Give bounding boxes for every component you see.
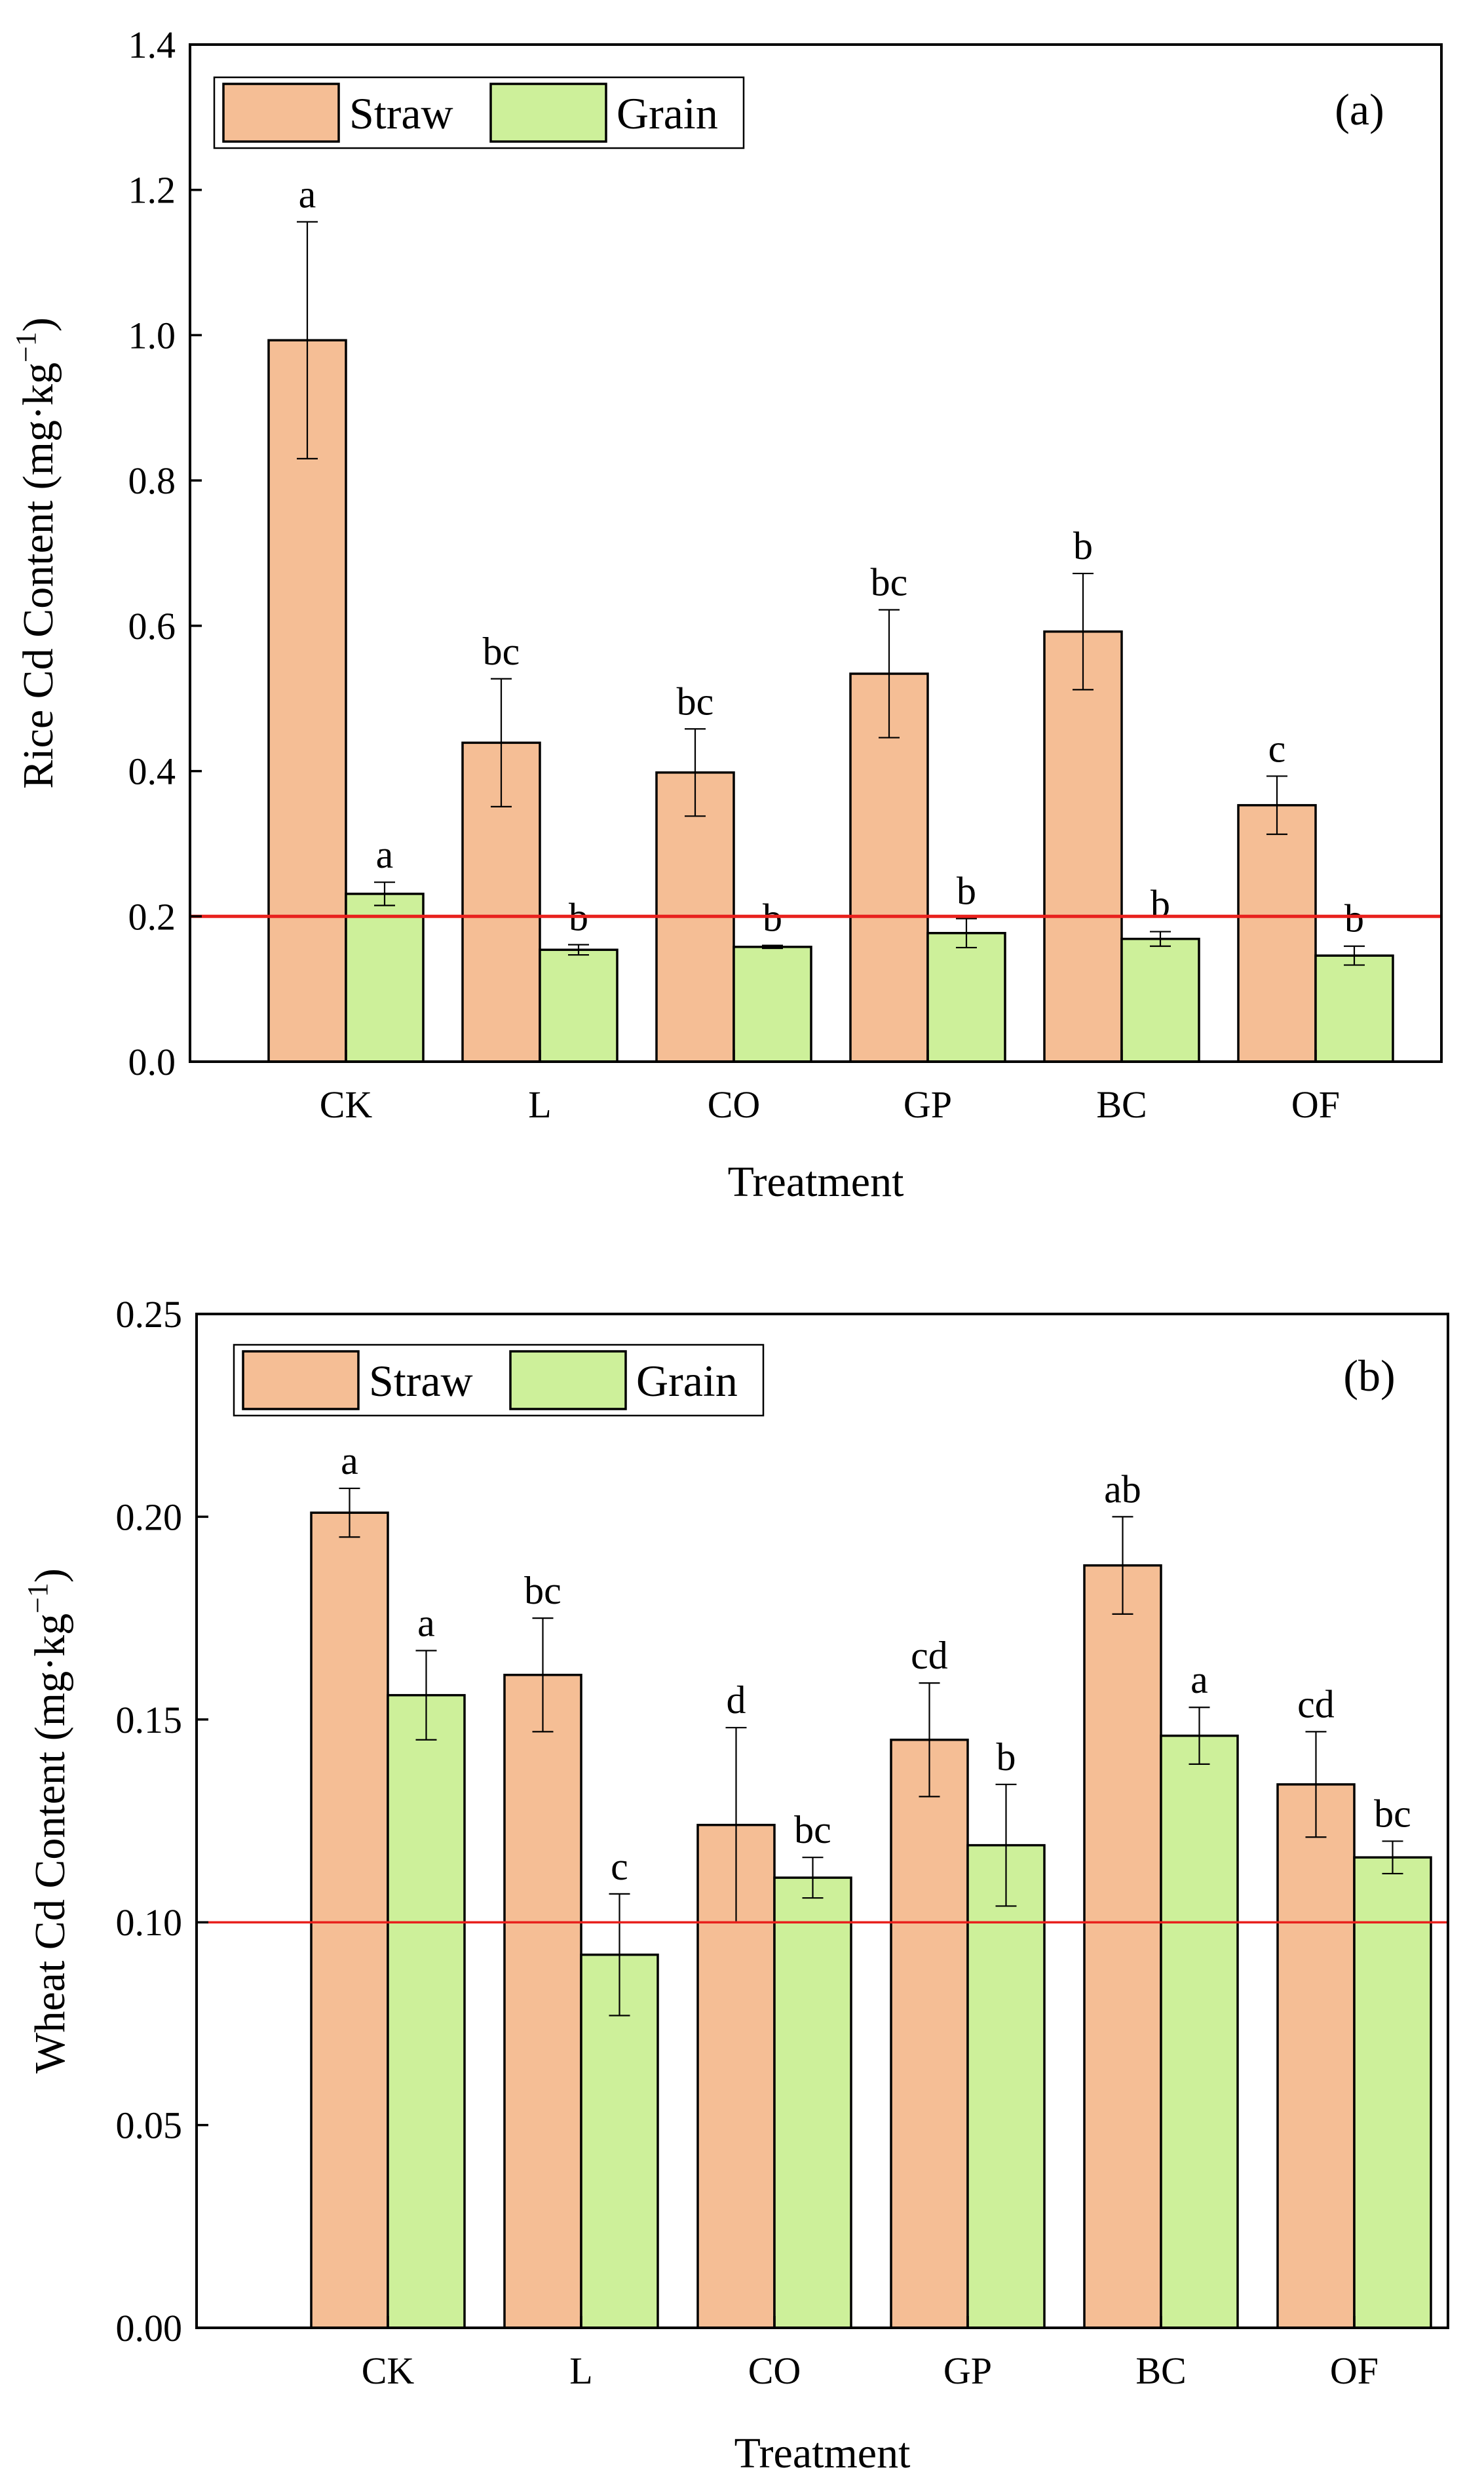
- significance-label: a: [1190, 1658, 1208, 1701]
- significance-label: b: [1151, 883, 1170, 926]
- y-tick-label: 1.2: [128, 169, 176, 212]
- significance-label: ab: [1104, 1467, 1141, 1511]
- bar-straw-gp: [890, 1738, 969, 2329]
- bar-grain-co: [773, 1876, 852, 2329]
- bar-grain-gp: [966, 1844, 1046, 2329]
- significance-label: b: [957, 870, 976, 913]
- y-axis-title: Rice Cd Content (mg·kg−1): [10, 317, 62, 789]
- bar-straw-bc: [1083, 1564, 1162, 2329]
- y-tick-label: 0.05: [116, 2104, 183, 2147]
- bar-straw-of: [1237, 803, 1317, 1063]
- y-axis-title-main: Rice Cd Content (mg·kg: [14, 362, 62, 789]
- legend-label-grain: Grain: [636, 1356, 738, 1406]
- significance-label: c: [611, 1845, 628, 1888]
- bar-grain-ck: [387, 1693, 466, 2329]
- x-tick-label: OF: [1330, 2349, 1379, 2392]
- x-tick-label: GP: [943, 2349, 992, 2392]
- x-axis-title: Treatment: [734, 2429, 911, 2477]
- y-tick-label: 0.4: [128, 750, 176, 793]
- y-axis-title-close: ): [26, 1568, 74, 1583]
- bar-straw-ck: [310, 1511, 389, 2329]
- x-tick-label: GP: [904, 1083, 952, 1126]
- significance-label: b: [997, 1735, 1016, 1779]
- bar-straw-of: [1276, 1783, 1356, 2329]
- bar-straw-l: [503, 1673, 582, 2329]
- bar-grain-bc: [1120, 937, 1200, 1063]
- significance-label: b: [1344, 897, 1364, 940]
- legend-swatch-grain: [489, 83, 607, 143]
- panel-label: (a): [1335, 85, 1384, 134]
- bar-grain-l: [539, 948, 618, 1063]
- significance-label: bc: [483, 630, 520, 673]
- y-tick-label: 0.15: [116, 1699, 183, 1741]
- legend: Straw Grain: [213, 76, 745, 149]
- x-tick-label: BC: [1096, 1083, 1147, 1126]
- y-tick-label: 0.6: [128, 605, 176, 647]
- bar-grain-ck: [345, 893, 425, 1063]
- y-tick-label: 1.4: [128, 24, 176, 66]
- significance-label: cd: [1297, 1682, 1335, 1726]
- significance-label: bc: [677, 680, 714, 723]
- x-tick-label: CK: [362, 2349, 415, 2392]
- legend-swatch-straw: [242, 1350, 360, 1410]
- x-tick-label: CO: [708, 1083, 761, 1126]
- significance-label: cd: [911, 1634, 948, 1677]
- significance-label: bc: [524, 1569, 561, 1612]
- y-axis-title-close: ): [14, 317, 62, 332]
- x-tick-label: OF: [1291, 1083, 1340, 1126]
- significance-label: a: [341, 1439, 358, 1482]
- y-tick-label: 0.00: [116, 2307, 183, 2349]
- y-tick-label: 0.2: [128, 895, 176, 938]
- legend-label-straw: Straw: [349, 88, 453, 138]
- y-tick-label: 0.0: [128, 1041, 176, 1083]
- x-tick-label: L: [569, 2349, 592, 2392]
- significance-label: a: [299, 172, 316, 216]
- y-axis-title: Wheat Cd Content (mg·kg−1): [22, 1568, 74, 2074]
- bar-grain-gp: [926, 932, 1006, 1063]
- significance-label: c: [1268, 727, 1286, 770]
- significance-label: a: [417, 1602, 435, 1645]
- legend-swatch-grain: [509, 1350, 627, 1410]
- x-tick-label: L: [528, 1083, 551, 1126]
- significance-label: bc: [871, 560, 908, 604]
- y-axis-title-exponent: −1: [10, 332, 42, 362]
- legend-label-grain: Grain: [617, 88, 718, 138]
- chart-panel-a: aabcbbcbbcbbbcb0.00.20.40.60.81.01.21.4C…: [10, 24, 1443, 1206]
- y-tick-label: 1.0: [128, 314, 176, 357]
- significance-label: a: [376, 833, 394, 876]
- bar-grain-l: [580, 1953, 659, 2329]
- x-tick-label: CK: [320, 1083, 373, 1126]
- significance-label: d: [727, 1678, 746, 1722]
- y-tick-label: 0.10: [116, 1901, 183, 1944]
- y-axis-title-exponent: −1: [22, 1583, 54, 1613]
- significance-label: b: [1073, 524, 1093, 568]
- x-tick-label: CO: [748, 2349, 801, 2392]
- x-axis-title: Treatment: [728, 1158, 904, 1206]
- bar-grain-of: [1314, 954, 1394, 1063]
- bar-straw-ck: [267, 339, 347, 1063]
- y-tick-label: 0.8: [128, 459, 176, 502]
- significance-label: bc: [794, 1808, 831, 1851]
- bar-grain-co: [732, 946, 812, 1063]
- chart-panel-b: aabccdbccdbabacdbc0.000.050.100.150.200.…: [22, 1293, 1449, 2477]
- significance-label: bc: [1374, 1792, 1411, 1835]
- legend: Straw Grain: [233, 1343, 765, 1417]
- y-axis-title-main: Wheat Cd Content (mg·kg: [26, 1613, 74, 2074]
- plot-frame: [195, 1313, 1449, 2329]
- bar-straw-bc: [1043, 630, 1123, 1063]
- y-tick-label: 0.20: [116, 1496, 183, 1538]
- legend-swatch-straw: [222, 83, 340, 143]
- bar-grain-of: [1353, 1856, 1432, 2329]
- plot-frame: [189, 43, 1443, 1063]
- y-tick-label: 0.25: [116, 1293, 183, 1336]
- x-tick-label: BC: [1135, 2349, 1186, 2392]
- bar-grain-bc: [1160, 1734, 1239, 2329]
- panel-label: (b): [1343, 1351, 1395, 1400]
- legend-label-straw: Straw: [369, 1356, 473, 1406]
